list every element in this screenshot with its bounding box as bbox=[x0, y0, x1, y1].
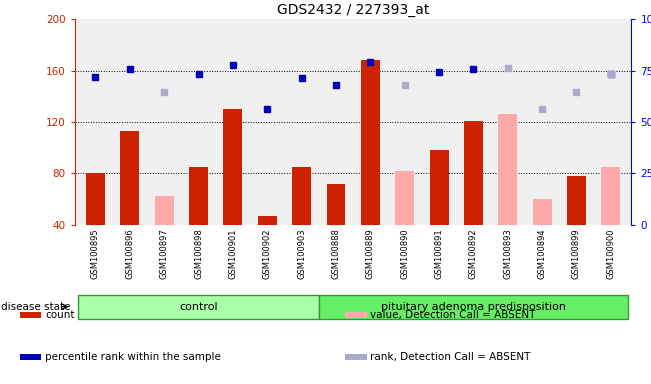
Bar bbox=[292, 167, 311, 225]
Bar bbox=[345, 354, 367, 360]
Text: GSM100901: GSM100901 bbox=[229, 228, 238, 279]
Text: GSM100903: GSM100903 bbox=[297, 228, 306, 279]
Bar bbox=[430, 150, 449, 225]
Bar bbox=[223, 109, 242, 225]
Text: pituitary adenoma predisposition: pituitary adenoma predisposition bbox=[381, 302, 566, 312]
Bar bbox=[602, 167, 620, 225]
Text: GSM100894: GSM100894 bbox=[538, 228, 547, 279]
Text: GSM100889: GSM100889 bbox=[366, 228, 375, 279]
Bar bbox=[345, 312, 367, 318]
Bar bbox=[120, 131, 139, 225]
Bar bbox=[155, 196, 174, 225]
Text: GSM100899: GSM100899 bbox=[572, 228, 581, 279]
Bar bbox=[258, 216, 277, 225]
Bar bbox=[567, 176, 586, 225]
Title: GDS2432 / 227393_at: GDS2432 / 227393_at bbox=[277, 3, 430, 17]
Bar bbox=[20, 312, 41, 318]
Bar bbox=[327, 184, 346, 225]
Text: GSM100891: GSM100891 bbox=[435, 228, 443, 279]
Text: GSM100892: GSM100892 bbox=[469, 228, 478, 279]
Text: GSM100893: GSM100893 bbox=[503, 228, 512, 279]
Text: control: control bbox=[179, 302, 218, 312]
Text: rank, Detection Call = ABSENT: rank, Detection Call = ABSENT bbox=[370, 352, 531, 362]
Text: percentile rank within the sample: percentile rank within the sample bbox=[45, 352, 221, 362]
Text: GSM100898: GSM100898 bbox=[194, 228, 203, 279]
Text: GSM100890: GSM100890 bbox=[400, 228, 409, 279]
Bar bbox=[395, 171, 414, 225]
Text: value, Detection Call = ABSENT: value, Detection Call = ABSENT bbox=[370, 310, 536, 320]
Bar bbox=[533, 199, 551, 225]
Text: GSM100895: GSM100895 bbox=[91, 228, 100, 279]
Bar bbox=[361, 60, 380, 225]
Text: count: count bbox=[45, 310, 74, 320]
Text: GSM100900: GSM100900 bbox=[606, 228, 615, 279]
Bar bbox=[464, 121, 483, 225]
Text: GSM100896: GSM100896 bbox=[126, 228, 134, 279]
Bar bbox=[78, 295, 319, 319]
Bar bbox=[189, 167, 208, 225]
Text: GSM100897: GSM100897 bbox=[159, 228, 169, 279]
Text: disease state: disease state bbox=[1, 302, 71, 312]
Bar bbox=[498, 114, 518, 225]
Bar bbox=[86, 173, 105, 225]
Text: GSM100902: GSM100902 bbox=[263, 228, 271, 279]
Bar bbox=[20, 354, 41, 360]
Bar bbox=[319, 295, 628, 319]
Text: GSM100888: GSM100888 bbox=[331, 228, 340, 279]
